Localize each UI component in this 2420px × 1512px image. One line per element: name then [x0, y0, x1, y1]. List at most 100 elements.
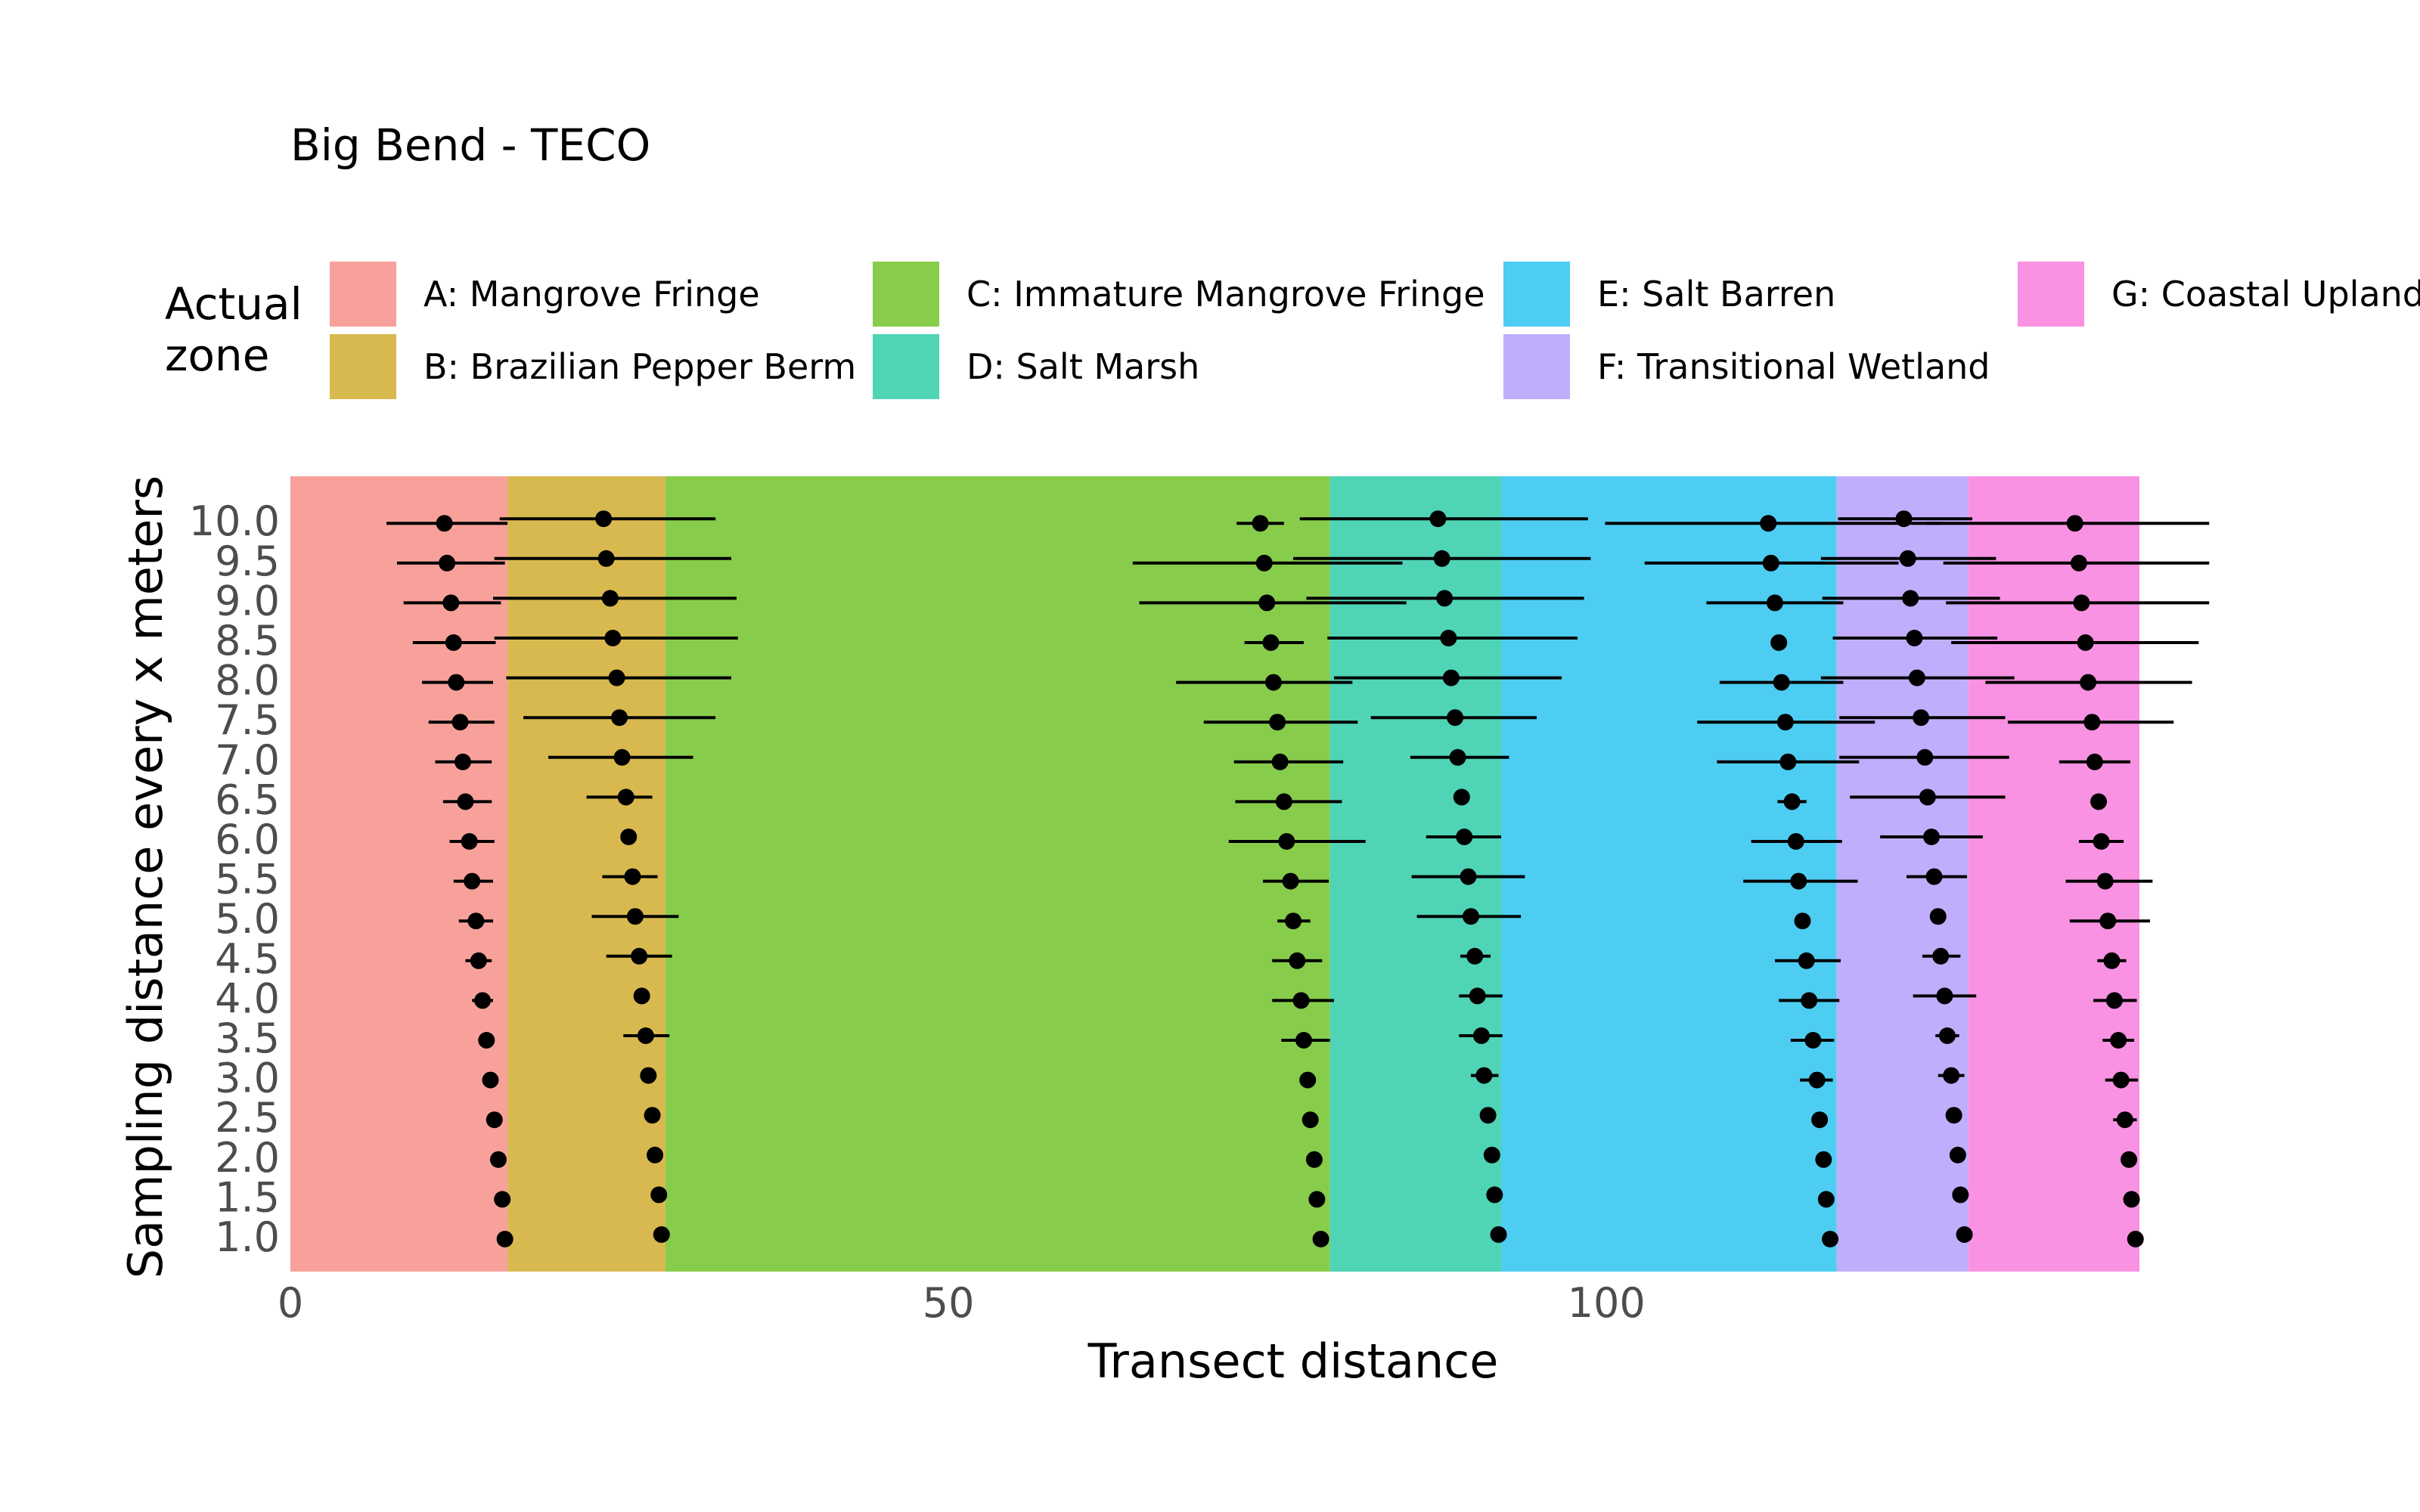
- data-point: [454, 753, 471, 770]
- data-point: [2105, 992, 2123, 1009]
- data-point: [489, 1151, 507, 1168]
- data-point: [2086, 753, 2103, 770]
- data-point: [436, 515, 453, 532]
- data-point: [1305, 1151, 1323, 1168]
- data-point: [644, 1107, 661, 1124]
- data-point: [1442, 669, 1460, 686]
- data-point: [1278, 833, 1295, 850]
- y-tick-label: 2.5: [215, 1094, 280, 1142]
- data-point: [439, 554, 456, 572]
- data-point: [1472, 1027, 1490, 1044]
- data-point: [1815, 1151, 1832, 1168]
- data-point: [2116, 1111, 2133, 1129]
- data-point: [1956, 1226, 1973, 1243]
- data-point: [474, 992, 492, 1009]
- data-point: [2112, 1071, 2130, 1089]
- data-point: [1429, 510, 1447, 528]
- data-point: [1252, 515, 1269, 532]
- data-point: [2123, 1191, 2140, 1208]
- legend-entry-c: C: Immature Mangrove Fringe: [873, 262, 1485, 327]
- data-point: [1925, 868, 1943, 885]
- data-point: [1255, 554, 1273, 572]
- legend-swatch: [873, 262, 939, 327]
- data-point: [620, 829, 638, 845]
- legend-entry-a: A: Mangrove Fringe: [330, 262, 760, 327]
- data-point: [631, 947, 648, 965]
- data-point: [597, 550, 615, 567]
- data-point: [640, 1067, 657, 1084]
- data-point: [1447, 709, 1464, 727]
- y-tick-label: 8.0: [215, 657, 280, 705]
- legend-label: D: Salt Marsh: [966, 346, 1199, 387]
- data-point: [1475, 1067, 1493, 1084]
- data-point: [1949, 1146, 1966, 1163]
- data-point: [2066, 515, 2083, 532]
- data-point: [2077, 634, 2094, 651]
- data-point: [1923, 829, 1941, 845]
- data-point: [1456, 829, 1473, 845]
- data-point: [1779, 753, 1797, 770]
- zone-band-g: [1968, 476, 2139, 1272]
- data-point: [637, 1027, 654, 1044]
- data-point: [451, 714, 469, 731]
- legend-swatch: [873, 334, 939, 399]
- legend-label: A: Mangrove Fringe: [424, 274, 760, 314]
- data-point: [2099, 912, 2117, 930]
- data-point: [1262, 634, 1280, 651]
- data-point: [467, 912, 485, 930]
- data-point: [1913, 709, 1930, 727]
- y-tick-label: 5.0: [215, 895, 280, 943]
- data-point: [496, 1231, 513, 1247]
- data-point: [1822, 1231, 1839, 1247]
- legend-title-line-2: zone: [165, 330, 269, 381]
- y-tick-label: 10.0: [189, 497, 280, 545]
- data-point: [1292, 992, 1310, 1009]
- data-point: [461, 833, 478, 850]
- data-point: [2080, 674, 2097, 691]
- data-point: [647, 1146, 664, 1163]
- data-point: [1271, 753, 1289, 770]
- zone-band-e: [1500, 476, 1837, 1272]
- data-point: [1490, 1226, 1507, 1243]
- data-point: [1312, 1231, 1329, 1247]
- legend-entry-b: B: Brazilian Pepper Berm: [330, 334, 856, 399]
- data-point: [1929, 908, 1947, 925]
- points: [436, 510, 2144, 1247]
- data-point: [1808, 1071, 1826, 1089]
- legend-label: F: Transitional Wetland: [1597, 346, 1990, 387]
- data-point: [2090, 793, 2108, 810]
- data-point: [2070, 554, 2087, 572]
- chart-title: Big Bend - TECO: [290, 119, 650, 171]
- y-tick-label: 3.0: [215, 1055, 280, 1102]
- data-point: [1895, 510, 1913, 528]
- data-point: [1433, 550, 1450, 567]
- y-tick-label: 8.5: [215, 617, 280, 665]
- data-point: [1773, 674, 1790, 691]
- data-point: [1916, 748, 1934, 766]
- x-tick-label: 0: [278, 1279, 303, 1327]
- legend-swatch: [2018, 262, 2084, 327]
- data-point: [653, 1226, 670, 1243]
- data-point: [611, 709, 628, 727]
- data-point: [1264, 674, 1282, 691]
- data-point: [1462, 908, 1479, 925]
- data-point: [617, 789, 634, 806]
- data-point: [448, 674, 465, 691]
- legend-label: C: Immature Mangrove Fringe: [966, 274, 1485, 314]
- data-point: [1952, 1186, 1969, 1204]
- data-point: [470, 952, 487, 969]
- legend-swatch: [1503, 334, 1570, 399]
- data-point: [442, 594, 460, 612]
- data-point: [1436, 590, 1454, 607]
- y-tick-label: 7.5: [215, 696, 280, 744]
- data-point: [1762, 554, 1779, 572]
- data-point: [1483, 1146, 1500, 1163]
- legend-entry-g: G: Coastal Upland: [2018, 262, 2420, 327]
- zone-band-c: [665, 476, 1330, 1272]
- plot-area: [290, 476, 2210, 1272]
- data-point: [1794, 912, 1811, 930]
- data-point: [1919, 789, 1936, 806]
- legend-entry-d: D: Salt Marsh: [873, 334, 1199, 399]
- data-point: [1908, 669, 1925, 686]
